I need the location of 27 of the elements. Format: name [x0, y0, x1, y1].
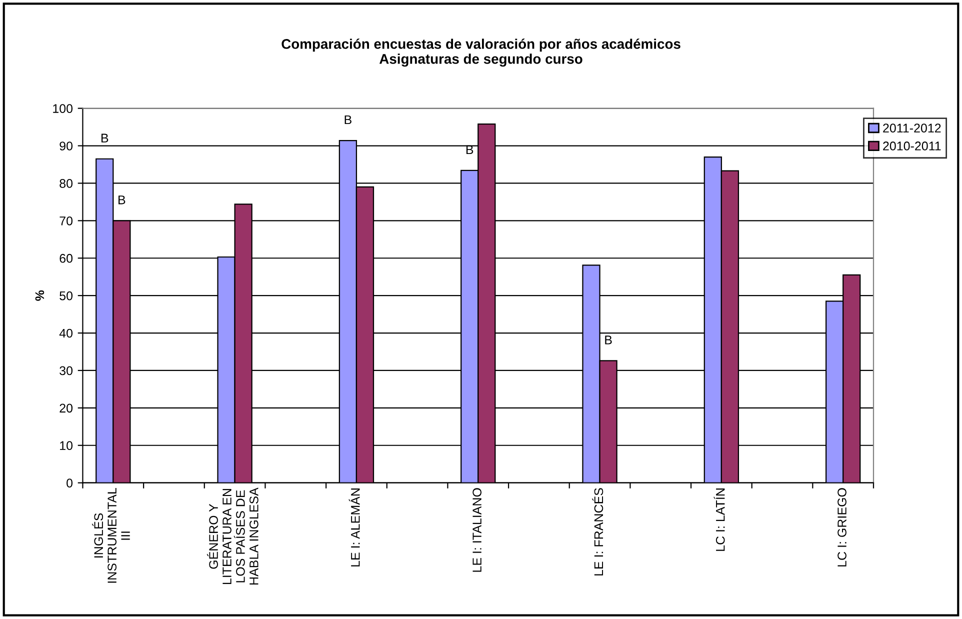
- annotation: B: [605, 336, 612, 344]
- x-tick-label: GÉNERO Y LITERATURA EN LOS PAÍSES DE HABLA INGLESA: [207, 488, 258, 584]
- y-tick-label: 60: [60, 254, 73, 263]
- x-tick-label: LC I: LATÍN: [714, 488, 725, 551]
- y-tick-label: 10: [60, 441, 73, 450]
- y-tick-label: 50: [60, 291, 73, 300]
- y-tick-label: 20: [60, 404, 73, 413]
- x-tick-label: LE I: FRANCÉS: [592, 488, 604, 576]
- x-tick-label: LE I: ALEMÁN: [348, 488, 360, 566]
- annotation: B: [101, 134, 108, 142]
- x-tick-label: INGLÉS INSTRUMENTAL III: [92, 488, 130, 583]
- y-tick-label: 0: [66, 478, 73, 488]
- y-tick-label: 40: [59, 328, 73, 338]
- y-tick-label: 80: [60, 179, 73, 188]
- y-tick-label: 70: [60, 216, 73, 226]
- y-tick-label: 30: [60, 366, 73, 376]
- y-tick-label: 100: [53, 104, 73, 113]
- legend-label: 2011-2012: [883, 124, 941, 132]
- chart-subtitle: Asignaturas de segundo curso: [379, 54, 582, 67]
- y-tick-label: 90: [60, 142, 73, 150]
- annotation: B: [344, 115, 352, 124]
- annotation: B: [118, 196, 126, 204]
- legend-label: 2010-2011: [883, 142, 941, 150]
- x-tick-label: LE I: ITALIANO: [472, 488, 482, 572]
- y-axis-title: %: [35, 290, 44, 301]
- x-tick-label: LC I: GRIEGO: [838, 488, 846, 566]
- chart-title: Comparación encuestas de valoración por años académicos: [282, 38, 680, 52]
